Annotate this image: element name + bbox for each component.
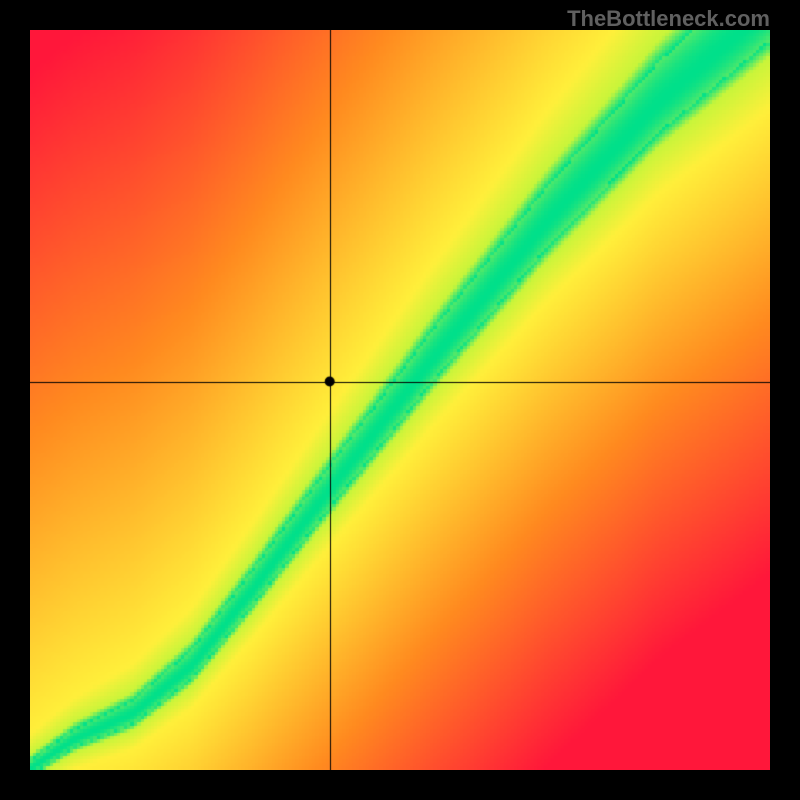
bottleneck-heatmap xyxy=(30,30,770,770)
chart-stage: TheBottleneck.com xyxy=(0,0,800,800)
watermark-text: TheBottleneck.com xyxy=(567,6,770,32)
